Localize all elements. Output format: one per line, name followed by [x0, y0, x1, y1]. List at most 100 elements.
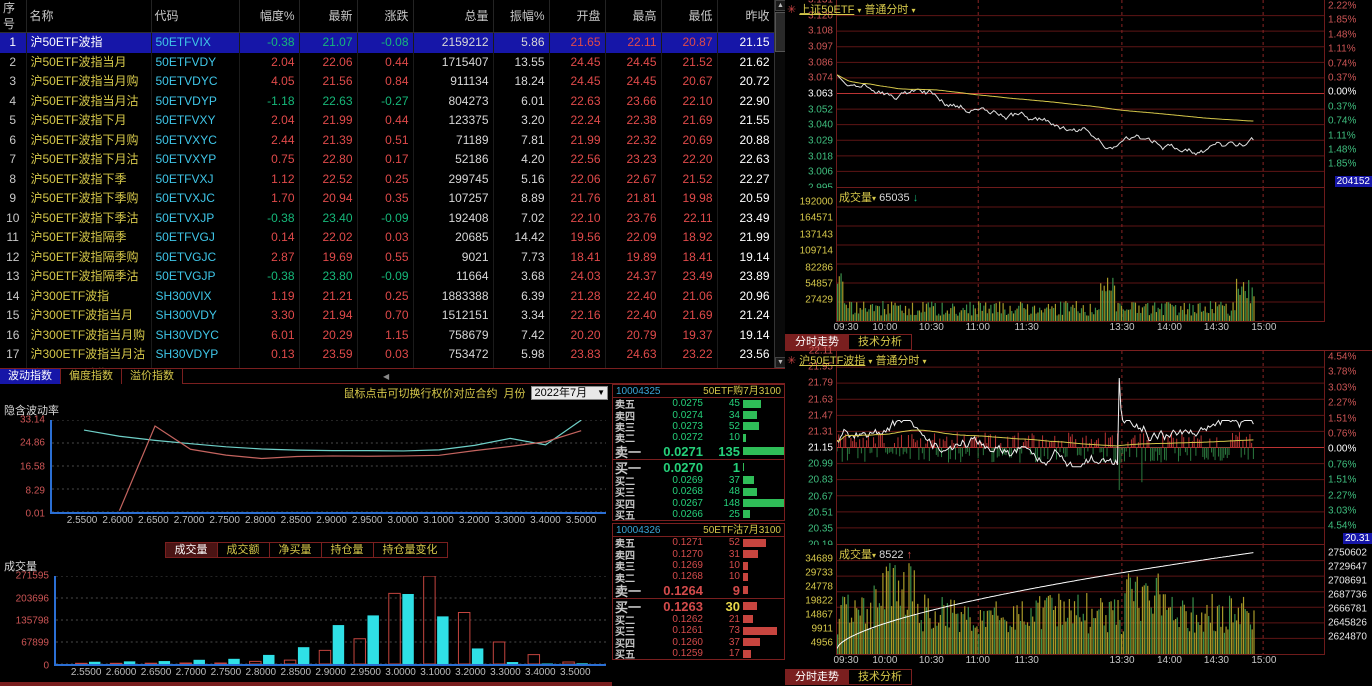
chart2-volume-grid[interactable] — [836, 545, 1325, 655]
order-book-10004326[interactable]: 10004326 50ETF沽7月3100 卖五 0.1271 52 卖四 0.1270 31… — [612, 523, 785, 661]
column-header-2[interactable]: 代码 — [151, 0, 240, 33]
order-book-row[interactable]: 买二 0.0269 37 — [613, 475, 784, 488]
column-header-7[interactable]: 振幅% — [493, 0, 550, 33]
order-book-row[interactable]: 买四 0.0267 148 — [613, 497, 784, 511]
chart1-tab-分时走势[interactable]: 分时走势 — [785, 334, 849, 350]
order-book-row[interactable]: 卖二 0.1268 10 — [613, 571, 784, 585]
level-qty: 17 — [728, 648, 740, 660]
column-header-10[interactable]: 最低 — [661, 0, 718, 33]
chart2-title[interactable]: ✳ 沪50ETF波指 ▾ 普通分时 ▾ — [787, 352, 927, 368]
level-price: 0.0272 — [672, 432, 703, 444]
column-header-1[interactable]: 名称 — [26, 0, 152, 33]
tab-premium-index[interactable]: 溢价指数 — [122, 369, 183, 384]
column-header-8[interactable]: 开盘 — [549, 0, 606, 33]
order-book-row[interactable]: 卖一 0.0271 135 — [613, 444, 784, 460]
column-header-9[interactable]: 最高 — [605, 0, 662, 33]
column-header-4[interactable]: 最新 — [299, 0, 358, 33]
table-row[interactable]: 15 沪300ETF波指当月 SH300VDY 3.30 21.94 0.70 151215… — [0, 306, 775, 326]
table-row[interactable]: 8 沪50ETF波指下季 50ETFVXJ 1.12 22.52 0.25 299745 5.… — [0, 169, 775, 189]
chevron-down-icon[interactable]: ▾ — [872, 551, 877, 560]
order-book-row[interactable]: 卖五 0.1271 52 — [613, 537, 784, 550]
chart1-title[interactable]: ✳ 上证50ETF ▾ 普通分时 ▾ — [787, 1, 916, 17]
volume-plot-area[interactable] — [54, 576, 606, 666]
volume-tab-成交额[interactable]: 成交额 — [216, 542, 269, 558]
chart1-volume-grid[interactable] — [836, 188, 1325, 322]
volume-tab-成交量[interactable]: 成交量 — [164, 542, 217, 558]
table-row[interactable]: 11 沪50ETF波指隔季 50ETFVGJ 0.14 22.02 0.03 20685 14… — [0, 228, 775, 248]
table-row[interactable]: 7 沪50ETF波指下月沽 50ETVXYP 0.75 22.80 0.17 52186 4.… — [0, 150, 775, 170]
table-row[interactable]: 9 沪50ETF波指下季购 50ETVXJC 1.70 20.94 0.35 107257 8… — [0, 189, 775, 209]
table-row[interactable]: 14 沪300ETF波指 SH300VIX 1.19 21.21 0.25 1883388 6… — [0, 286, 775, 306]
order-book-row[interactable]: 卖四 0.0274 34 — [613, 409, 784, 423]
table-row[interactable]: 4 沪50ETF波指当月沽 50ETVDYP -1.18 22.63 -0.27 80427… — [0, 91, 775, 111]
volume-tab-净买量[interactable]: 净买量 — [268, 542, 321, 558]
column-header-0[interactable]: 序号 — [0, 0, 27, 33]
table-row[interactable]: 16 沪300ETF波指当月购 SH30VDYC 6.01 20.29 1.15 75867… — [0, 325, 775, 345]
order-book-row[interactable]: 买一 0.0270 1 — [613, 460, 784, 476]
y-tick: 22.11 — [808, 345, 833, 357]
cell-序号: 17 — [0, 345, 27, 365]
chart1-symbol[interactable]: 上证50ETF — [799, 4, 855, 16]
cell-最低: 20.69 — [661, 130, 718, 150]
chevron-down-icon[interactable]: ▾ — [868, 357, 873, 366]
iv-plot[interactable]: 0.01 8.29 16.58 24.86 33.14 2.5500 2.6000 2.65… — [6, 415, 612, 528]
order-book-row[interactable]: 卖五 0.0275 45 — [613, 398, 784, 411]
vix-intraday-volume-chart[interactable]: 成交量▾ 8522 ↑ 34689 29733 24778 19822 14867 991… — [785, 545, 1372, 669]
order-book-10004325[interactable]: 10004325 50ETF购7月3100 卖五 0.0275 45 卖四 0.0274 34… — [612, 384, 785, 522]
order-book-row[interactable]: 买二 0.1262 21 — [613, 614, 784, 627]
chart2-tab-分时走势[interactable]: 分时走势 — [785, 669, 849, 685]
order-book-row[interactable]: 买五 0.0266 25 — [613, 509, 784, 522]
table-row[interactable]: 13 沪50ETF波指隔季沽 50ETVGJP -0.38 23.80 -0.09 1166… — [0, 267, 775, 287]
chevron-down-icon[interactable]: ▾ — [872, 194, 877, 203]
y-tick: 3.120 — [807, 10, 833, 22]
chevron-down-icon[interactable]: ▾ — [911, 6, 916, 15]
etf-intraday-price-chart[interactable]: ✳ 上证50ETF ▾ 普通分时 ▾ 3.131 3.120 3.108 3.097 3… — [785, 0, 1372, 194]
order-book-row[interactable]: 卖三 0.1269 10 — [613, 560, 784, 573]
arrow-down-icon: ↓ — [912, 192, 919, 204]
volume-plot[interactable]: 0 67899 135798 203696 271595 2.5500 2.6000 2.6… — [6, 571, 612, 680]
chart2-grid[interactable] — [836, 351, 1325, 545]
cell-幅度%: 2.87 — [239, 247, 300, 267]
table-row[interactable]: 2 沪50ETF波指当月 50ETFVDY 2.04 22.06 0.44 1715407 1… — [0, 52, 775, 72]
table-row[interactable]: 3 沪50ETF波指当月购 50ETVDYC 4.05 21.56 0.84 911134 1… — [0, 72, 775, 92]
order-book-row[interactable]: 买五 0.1259 17 — [613, 648, 784, 661]
column-header-11[interactable]: 昨收 — [717, 0, 775, 33]
order-book-row[interactable]: 买三 0.1261 73 — [613, 625, 784, 638]
chart2-tab-技术分析[interactable]: 技术分析 — [848, 669, 912, 685]
order-book-row[interactable]: 卖四 0.1270 31 — [613, 549, 784, 562]
volume-tab-持仓量[interactable]: 持仓量 — [320, 542, 373, 558]
vix-intraday-price-chart[interactable]: ✳ 沪50ETF波指 ▾ 普通分时 ▾ 22.11 21.95 21.79 21.63… — [785, 346, 1372, 551]
order-book-row[interactable]: 卖二 0.0272 10 — [613, 432, 784, 445]
chart2-mode[interactable]: 普通分时 — [875, 355, 920, 367]
order-book-row[interactable]: 卖一 0.1264 9 — [613, 583, 784, 599]
tab-skew-index[interactable]: 偏度指数 — [61, 369, 122, 384]
table-row[interactable]: 17 沪300ETF波指当月沽 SH30VDYP 0.13 23.59 0.03 75347… — [0, 345, 775, 365]
table-row[interactable]: 5 沪50ETF波指下月 50ETFVXY 2.04 21.99 0.44 123375 3.… — [0, 111, 775, 131]
chart1-volume-readout: 成交量▾ 65035 ↓ — [839, 189, 918, 205]
chevron-down-icon[interactable]: ▾ — [922, 357, 927, 366]
table-row[interactable]: 10 沪50ETF波指下季沽 50ETVXJP -0.38 23.40 -0.09 1924… — [0, 208, 775, 228]
table-row[interactable]: 1 沪50ETF波指 50ETFVIX -0.38 21.07 -0.08 2159212 5… — [0, 32, 775, 53]
column-header-5[interactable]: 涨跌 — [357, 0, 414, 33]
chart1-tab-技术分析[interactable]: 技术分析 — [848, 334, 912, 350]
table-row[interactable]: 6 沪50ETF波指下月购 50ETVXYC 2.44 21.39 0.51 71189 7.… — [0, 130, 775, 150]
chevron-down-icon[interactable]: ▾ — [857, 6, 862, 15]
chart1-mode[interactable]: 普通分时 — [864, 4, 909, 16]
cell-振幅%: 3.68 — [493, 267, 550, 287]
column-header-3[interactable]: 幅度% — [239, 0, 300, 33]
tab-volatility-index[interactable]: 波动指数 — [0, 369, 61, 384]
table-row[interactable]: 12 沪50ETF波指隔季购 50ETVGJC 2.87 19.69 0.55 9021 7.… — [0, 247, 775, 267]
order-book-row[interactable]: 买四 0.1260 37 — [613, 636, 784, 650]
quote-table-scrollbar[interactable]: ▲ ▼ — [774, 0, 786, 368]
iv-plot-area[interactable] — [50, 420, 606, 514]
order-book-row[interactable]: 买三 0.0268 48 — [613, 486, 784, 499]
chart2-symbol[interactable]: 沪50ETF波指 — [799, 355, 866, 367]
order-book-row[interactable]: 买一 0.1263 30 — [613, 599, 784, 615]
etf-intraday-volume-chart[interactable]: 成交量▾ 65035 ↓ 192000 164571 137143 109714 822… — [785, 188, 1372, 336]
order-book-row[interactable]: 卖三 0.0273 52 — [613, 421, 784, 434]
column-header-6[interactable]: 总量 — [413, 0, 494, 33]
chart1-grid[interactable] — [836, 0, 1325, 188]
volume-tab-持仓量变化[interactable]: 持仓量变化 — [372, 542, 448, 558]
tab-scroll-left-icon[interactable]: ◀ — [383, 372, 390, 381]
month-select[interactable]: 2022年7月 ▼ — [531, 386, 608, 400]
